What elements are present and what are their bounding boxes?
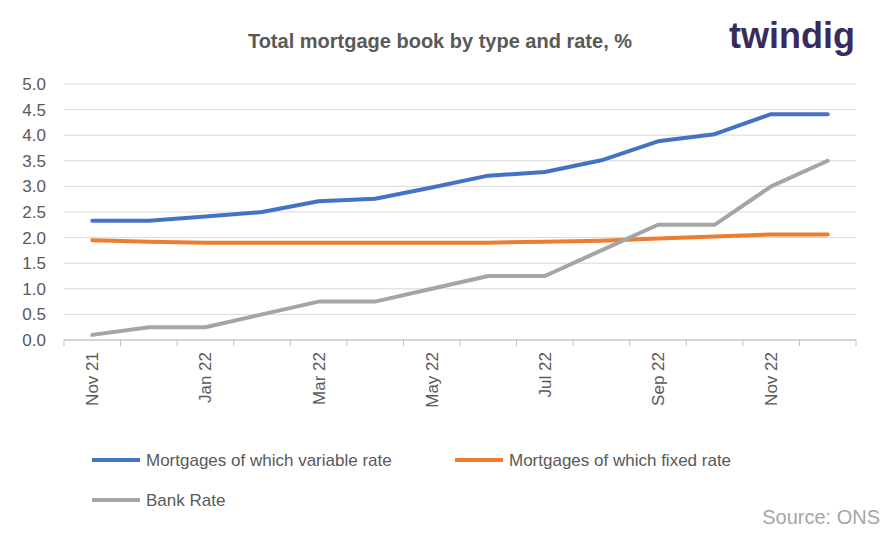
x-tick-mark [856, 340, 857, 346]
y-axis: 0.0 0.5 1.0 1.5 2.0 2.5 3.0 3.5 4.0 4.5 5.0 [22, 75, 856, 350]
y-tick-label: 5.0 [22, 75, 46, 94]
grid-line [64, 135, 856, 136]
legend-label: Mortgages of which fixed rate [509, 451, 731, 470]
x-tick-mark [516, 340, 517, 346]
x-tick-mark [686, 340, 687, 346]
series-group [92, 114, 827, 335]
legend-label: Bank Rate [146, 491, 225, 510]
legend-swatch [455, 458, 503, 462]
legend-swatch [92, 458, 140, 462]
grid-line [64, 160, 856, 161]
legend-swatch [92, 498, 140, 502]
y-tick-label: 1.5 [22, 254, 46, 273]
x-tick-label: Jan 22 [196, 352, 215, 403]
x-tick-mark [573, 340, 574, 346]
y-tick-label: 0.5 [22, 305, 46, 324]
x-tick-mark [290, 340, 291, 346]
grid-line [64, 109, 856, 110]
x-tick-mark [403, 340, 404, 346]
x-tick-label: Jul 22 [536, 352, 555, 397]
x-tick-mark [629, 340, 630, 346]
legend: Mortgages of which variable rate Mortgage… [92, 451, 731, 510]
grid-line [64, 84, 856, 85]
grid-line [64, 314, 856, 315]
y-tick-label: 1.0 [22, 280, 46, 299]
y-tick-label: 3.0 [22, 177, 46, 196]
x-tick-mark [742, 340, 743, 346]
x-tick-label: Nov 21 [83, 352, 102, 406]
y-tick-label: 0.0 [22, 331, 46, 350]
x-axis: Nov 21 Jan 22 Mar 22 May 22 Jul 22 Sep 22 Nov … [64, 340, 856, 408]
x-tick-label: Sep 22 [649, 352, 668, 406]
x-tick-mark [460, 340, 461, 346]
x-tick-label: May 22 [423, 352, 442, 408]
logo: twindig [729, 15, 855, 56]
x-tick-mark [233, 340, 234, 346]
x-tick-mark [346, 340, 347, 346]
series-line [92, 114, 827, 220]
x-tick-mark [120, 340, 121, 346]
x-tick-mark [177, 340, 178, 346]
x-tick-mark [799, 340, 800, 346]
y-tick-label: 4.0 [22, 126, 46, 145]
y-tick-label: 4.5 [22, 101, 46, 120]
grid-line [64, 288, 856, 289]
grid-line [64, 263, 856, 264]
legend-label: Mortgages of which variable rate [146, 451, 392, 470]
y-tick-label: 2.0 [22, 229, 46, 248]
series-line [92, 161, 827, 335]
x-tick-label: Mar 22 [310, 352, 329, 405]
chart-container: Total mortgage book by type and rate, % t… [0, 0, 896, 545]
title: Total mortgage book by type and rate, % [248, 30, 632, 52]
grid-line [64, 186, 856, 187]
series-line [92, 235, 827, 243]
x-tick-mark [64, 340, 65, 346]
source: Source: ONS [762, 506, 880, 528]
x-tick-label: Nov 22 [762, 352, 781, 406]
y-tick-label: 3.5 [22, 152, 46, 171]
y-tick-label: 2.5 [22, 203, 46, 222]
chart-svg: Total mortgage book by type and rate, % t… [0, 0, 896, 545]
